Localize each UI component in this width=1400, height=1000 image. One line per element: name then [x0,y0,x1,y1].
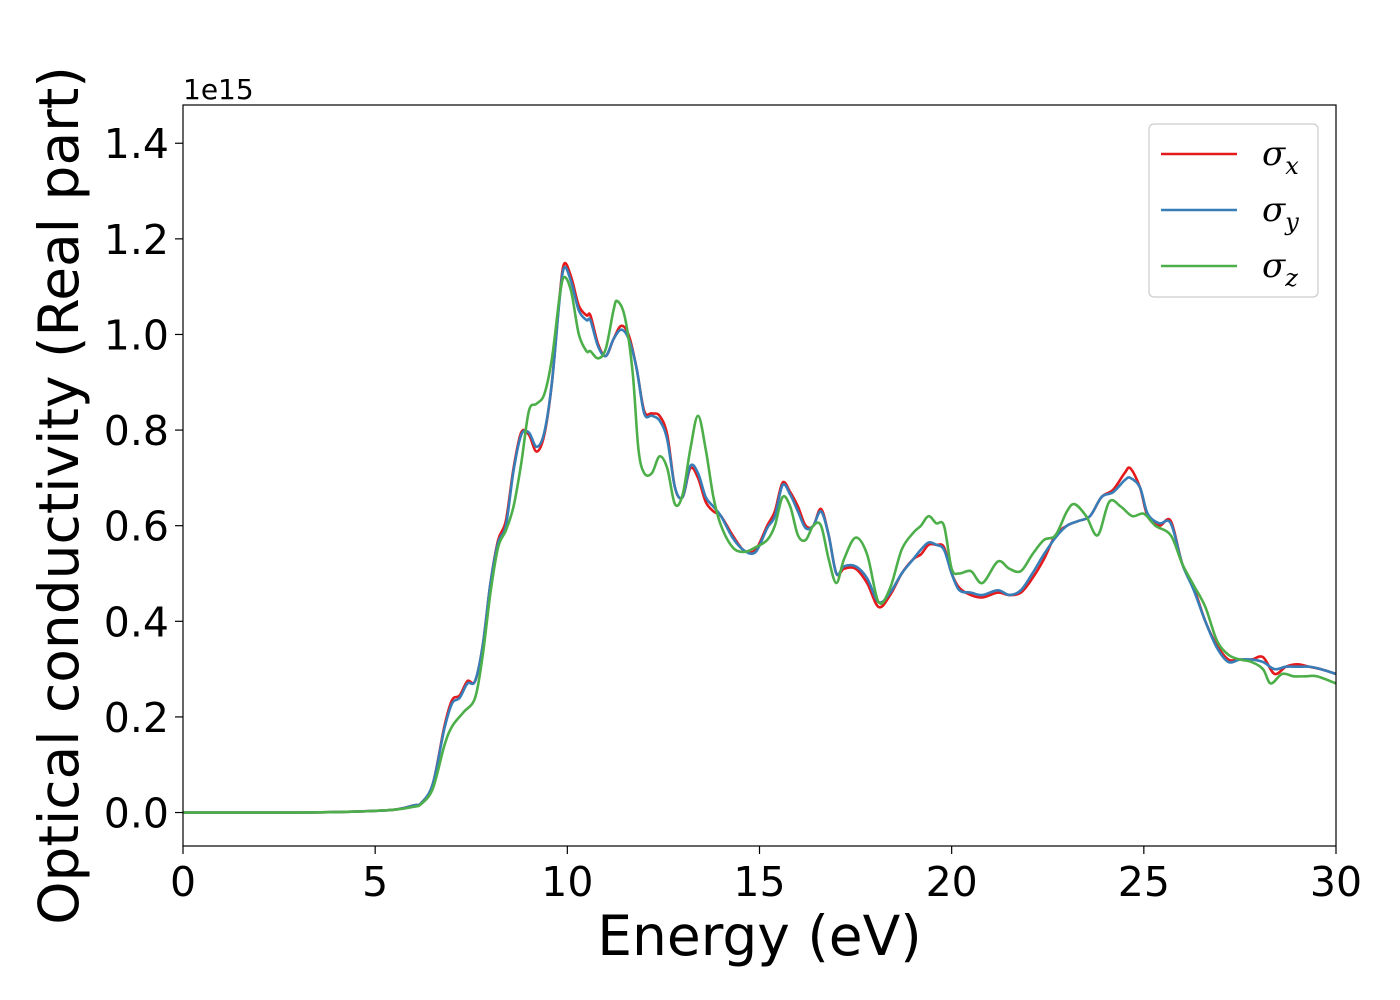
series-line-sigma-x [183,261,1336,814]
x-tick-label: 10 [541,858,593,906]
series-layer [183,261,1336,814]
series-line-sigma-y [183,265,1336,814]
y-tick-label: 0.0 [104,790,169,838]
y-tick-label: 0.8 [104,407,169,455]
x-tick-label: 5 [362,858,388,906]
legend-label-sigma-x: σx [1262,134,1299,180]
y-tick-label: 0.4 [104,598,169,646]
y-axis-label: Optical conductivity (Real part) [27,66,91,925]
x-tick-label: 20 [926,858,978,906]
y-tick-label: 1.2 [104,216,169,264]
legend-label-sigma-z: σz [1262,246,1298,292]
x-tick-label: 30 [1310,858,1362,906]
x-tick-label: 15 [733,858,785,906]
legend-label-sigma-y: σy [1262,190,1299,236]
x-tick-label: 25 [1118,858,1170,906]
ticks-layer: 0 5 10 15 20 25 30 0.0 0.2 0.4 0.6 0.8 1.0 1.2 1.4 [104,120,1362,906]
y-tick-label: 1.0 [104,311,169,359]
y-offset-label: 1e15 [183,73,254,106]
legend: σx σy σz [1148,123,1319,298]
x-axis-label: Energy (eV) [597,904,921,968]
y-tick-label: 1.4 [104,120,169,168]
x-tick-label: 0 [170,858,196,906]
series-line-sigma-z [183,275,1336,814]
y-tick-label: 0.2 [104,694,169,742]
y-tick-label: 0.6 [104,503,169,551]
